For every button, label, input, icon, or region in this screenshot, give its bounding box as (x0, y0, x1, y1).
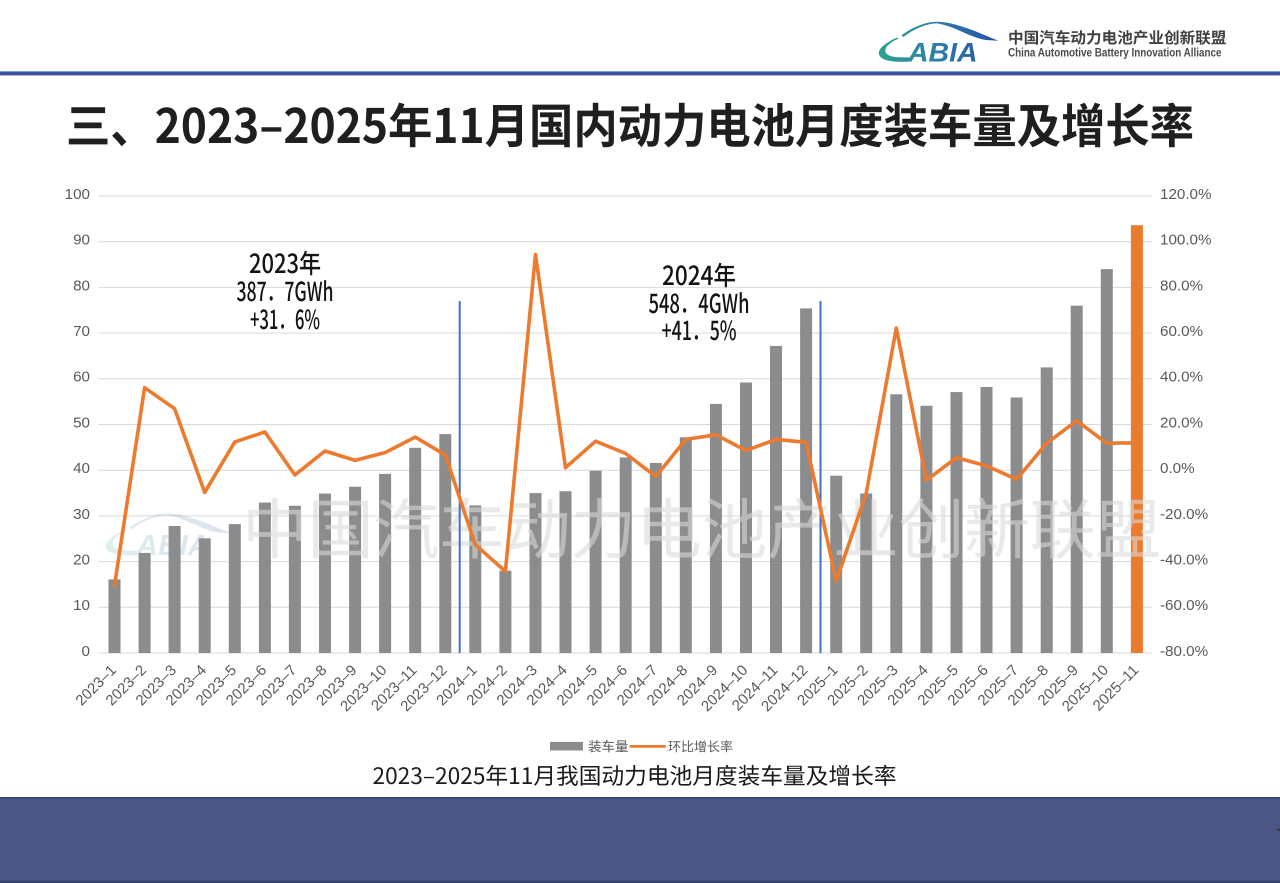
svg-text:50: 50 (73, 414, 90, 431)
svg-text:60: 60 (73, 369, 90, 386)
svg-text:China Automotive Battery Innov: China Automotive Battery Innovation Alli… (1008, 45, 1222, 59)
svg-text:-60.0%: -60.0% (1160, 597, 1208, 614)
svg-text:80.0%: 80.0% (1160, 277, 1203, 294)
svg-text:40: 40 (73, 460, 90, 477)
svg-text:100: 100 (65, 186, 90, 203)
svg-text:90: 90 (73, 232, 90, 249)
svg-text:-20.0%: -20.0% (1160, 506, 1208, 523)
svg-text:40.0%: 40.0% (1160, 369, 1203, 386)
svg-text:80: 80 (73, 277, 90, 294)
svg-text:0.0%: 0.0% (1160, 460, 1195, 477)
svg-text:20.0%: 20.0% (1160, 414, 1203, 431)
svg-text:-40.0%: -40.0% (1160, 552, 1208, 569)
svg-text:-80.0%: -80.0% (1160, 643, 1208, 660)
svg-text:0: 0 (82, 643, 90, 660)
svg-text:30: 30 (73, 506, 90, 523)
svg-text:10: 10 (73, 597, 90, 614)
svg-text:20: 20 (73, 552, 90, 569)
svg-text:60.0%: 60.0% (1160, 323, 1203, 340)
svg-text:100.0%: 100.0% (1160, 232, 1212, 249)
svg-text:70: 70 (73, 323, 90, 340)
svg-text:120.0%: 120.0% (1160, 186, 1212, 203)
